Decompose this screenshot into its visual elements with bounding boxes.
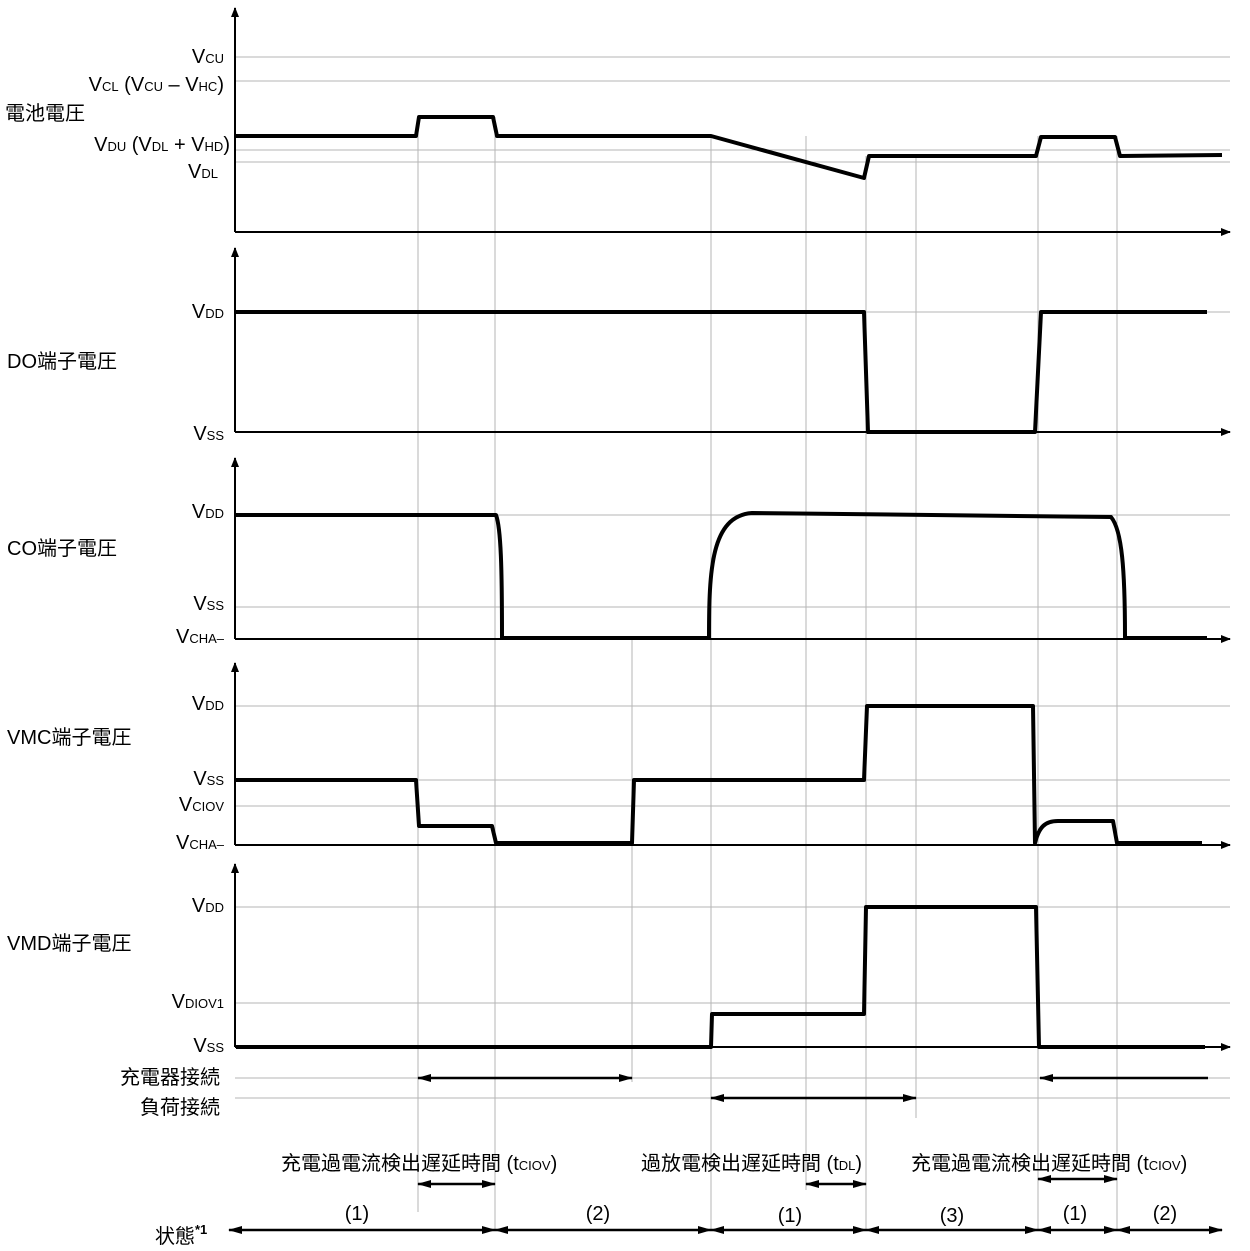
co-level-vss: VSS [193,593,224,615]
do-level-vss: VSS [193,423,224,445]
overdischarge-delay-label: 過放電検出遅延時間 (tDL) [641,1152,862,1175]
axes [231,7,1231,1051]
battery-voltage-waveform [236,115,1223,180]
load-connection-label: 負荷接続 [140,1096,220,1119]
panel-title-vmc-pin: VMC端子電圧 [7,726,131,749]
co-level-vcha: VCHA– [176,626,225,648]
vmc-pin-waveform [236,704,1202,845]
charger-connection-label: 充電器接続 [120,1066,220,1089]
level-label-vdu: VDU (VDL + VHD) [94,134,230,156]
state-segment: (2) [586,1203,610,1225]
state-segment: (2) [1153,1203,1177,1225]
state-segment: (1) [1063,1203,1087,1225]
panel-title-do-pin: DO端子電圧 [7,350,117,373]
co-level-vdd: VDD [192,501,224,523]
panel-title-battery-voltage: 電池電圧 [5,102,85,125]
vmd-level-vdiov1: VDIOV1 [172,991,224,1013]
vmc-level-vss: VSS [193,768,224,790]
state-segment: (1) [778,1205,802,1227]
level-label-vcu: VCU [192,46,224,68]
time-markers [417,117,1118,1230]
state-segment: (1) [345,1203,369,1225]
panel-title-co-pin: CO端子電圧 [7,537,117,560]
charge-overcurrent-delay-label-2: 充電過電流検出遅延時間 (tCIOV) [911,1152,1187,1175]
vmd-pin-waveform [236,905,1205,1049]
state-segment: (3) [940,1205,964,1227]
co-pin-waveform [236,511,1207,640]
level-label-vdl: VDL [188,161,218,183]
charge-overcurrent-delay-label-1: 充電過電流検出遅延時間 (tCIOV) [281,1152,557,1175]
panel-title-vmd-pin: VMD端子電圧 [7,932,131,955]
level-label-vcl: VCL (VCU – VHC) [89,74,224,96]
vmd-level-vdd: VDD [192,895,224,917]
grid-lines [235,56,1230,1099]
do-level-vdd: VDD [192,301,224,323]
vmd-level-vss: VSS [193,1035,224,1057]
vmc-level-vdd: VDD [192,693,224,715]
vmc-level-vciov: VCIOV [179,794,224,816]
state-label: 状態*1 [155,1222,207,1248]
vmc-level-vcha: VCHA– [176,832,225,854]
do-pin-waveform [236,310,1207,434]
